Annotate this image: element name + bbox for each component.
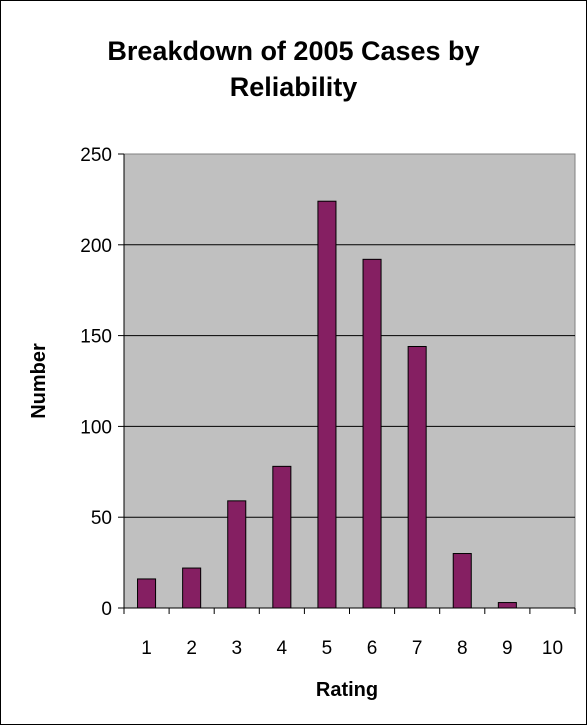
y-tick-label: 250: [80, 145, 112, 166]
y-tick-label: 100: [80, 417, 112, 438]
bar-rating-7: [407, 345, 427, 609]
plot-area: [123, 153, 576, 609]
x-tick-label: 10: [542, 638, 563, 659]
axes: [118, 153, 576, 614]
x-tick-label: 3: [231, 638, 242, 659]
tick-labels: 0 50 100 150 200 250 1 2 3 4 5 6 7 8 9 10: [80, 145, 563, 659]
y-axis-title: Number: [28, 343, 50, 419]
bar-rating-3: [227, 500, 247, 609]
x-tick-label: 8: [457, 638, 468, 659]
bar-rating-1: [137, 578, 157, 609]
y-tick-label: 50: [91, 508, 112, 529]
bar-rating-8: [452, 553, 472, 609]
x-tick-label: 5: [322, 638, 333, 659]
x-tick-label: 9: [502, 638, 513, 659]
bar-rating-9: [497, 602, 517, 609]
x-tick-label: 1: [141, 638, 152, 659]
y-tick-label: 0: [101, 599, 112, 620]
bars: [137, 200, 517, 609]
bar-rating-6: [362, 258, 382, 609]
y-tick-label: 200: [80, 236, 112, 257]
x-tick-label: 2: [186, 638, 197, 659]
x-tick-label: 6: [367, 638, 378, 659]
bar-rating-5: [317, 200, 337, 609]
y-tick-label: 150: [80, 327, 112, 348]
x-tick-label: 4: [277, 638, 288, 659]
x-tick-label: 7: [412, 638, 423, 659]
chart-title: Breakdown of 2005 Cases by Reliability: [107, 36, 480, 102]
bar-rating-2: [182, 567, 202, 609]
bar-rating-4: [272, 465, 292, 609]
gridlines: [124, 244, 575, 518]
x-axis-title: Rating: [316, 679, 378, 701]
